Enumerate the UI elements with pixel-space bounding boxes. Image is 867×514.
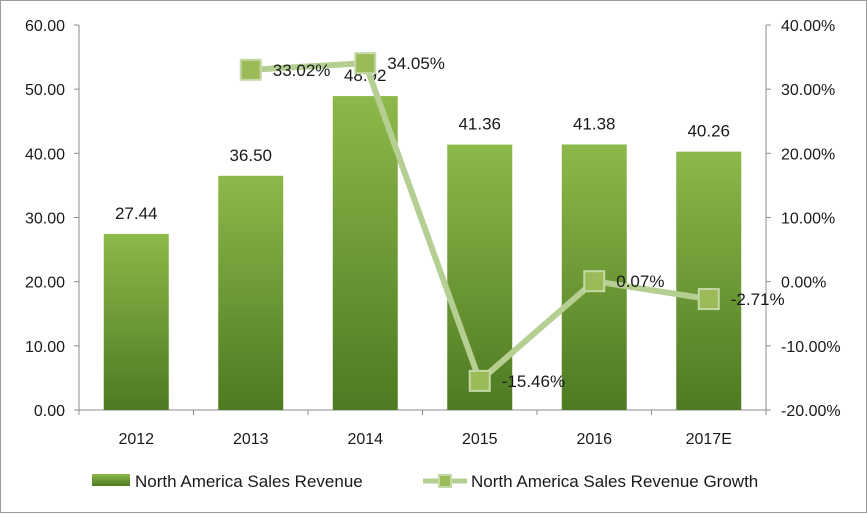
growth-marker xyxy=(468,369,491,392)
legend: North America Sales Revenue North Americ… xyxy=(92,472,758,491)
left-tick-label: 30.00 xyxy=(25,211,65,228)
growth-data-label: 34.05% xyxy=(387,54,445,73)
growth-marker xyxy=(239,58,262,81)
left-tick-label: 20.00 xyxy=(25,275,65,292)
legend-swatch-growth-marker xyxy=(438,474,452,488)
right-tick-label: 20.00% xyxy=(781,146,835,163)
right-tick-label: 10.00% xyxy=(781,211,835,228)
right-tick-label: 40.00% xyxy=(781,18,835,35)
x-tick-label: 2014 xyxy=(347,431,383,448)
line-data-labels-group: 33.02% 34.05% -15.46% 0.07% -2.71% xyxy=(273,54,785,391)
bar-data-label: 41.36 xyxy=(458,115,501,134)
right-tick-label: -20.00% xyxy=(781,403,841,420)
growth-data-label: -2.71% xyxy=(731,290,785,309)
left-tick-label: 40.00 xyxy=(25,146,65,163)
bar xyxy=(676,151,742,411)
right-tick-label: 30.00% xyxy=(781,82,835,99)
legend-label-revenue: North America Sales Revenue xyxy=(135,472,363,491)
growth-data-label: -15.46% xyxy=(502,372,565,391)
left-tick-label: 60.00 xyxy=(25,18,65,35)
growth-data-label: 0.07% xyxy=(616,272,664,291)
bar-data-label: 36.50 xyxy=(229,146,272,165)
line-series-group xyxy=(239,52,720,392)
bar-data-label: 27.44 xyxy=(115,204,158,223)
growth-marker xyxy=(583,270,606,293)
growth-marker xyxy=(354,52,377,75)
legend-label-growth: North America Sales Revenue Growth xyxy=(471,472,758,491)
left-tick-label: 50.00 xyxy=(25,82,65,99)
growth-data-label: 33.02% xyxy=(273,61,331,80)
right-tick-label: 0.00% xyxy=(781,275,826,292)
x-tick-label: 2013 xyxy=(233,431,269,448)
bar xyxy=(332,96,398,410)
legend-swatch-revenue xyxy=(92,474,130,486)
growth-marker xyxy=(697,288,720,311)
bar-data-label: 41.38 xyxy=(573,114,616,133)
axes-group: 0.00 10.00 20.00 30.00 40.00 50.00 60.00 -20.00… xyxy=(25,18,841,448)
bar-series-group xyxy=(103,96,742,411)
x-tick-label: 2017E xyxy=(686,431,732,448)
bar xyxy=(218,175,284,410)
x-tick-label: 2012 xyxy=(118,431,154,448)
x-tick-label: 2015 xyxy=(462,431,498,448)
right-tick-label: -10.00% xyxy=(781,339,841,356)
left-tick-label: 10.00 xyxy=(25,339,65,356)
bar xyxy=(103,233,169,410)
x-tick-label: 2016 xyxy=(576,431,612,448)
left-tick-label: 0.00 xyxy=(34,403,65,420)
bar-data-label: 40.26 xyxy=(687,122,730,141)
